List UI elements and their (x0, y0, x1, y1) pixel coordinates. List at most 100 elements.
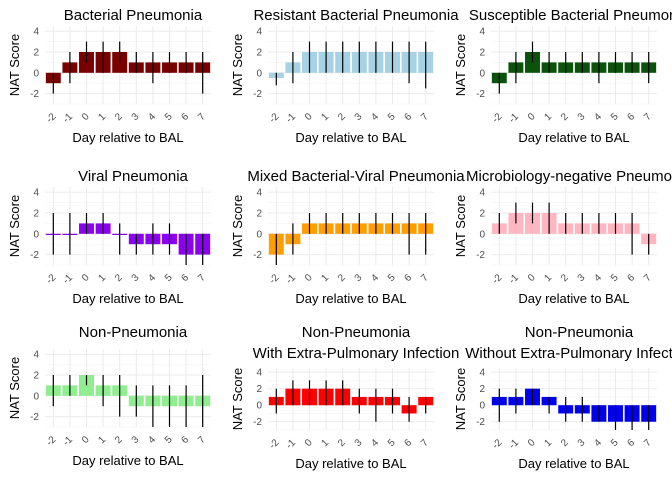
x-tick-label: -2 (490, 111, 504, 125)
x-tick-label: 4 (369, 272, 381, 284)
x-axis-title: Day relative to BAL (72, 130, 183, 145)
y-tick-label: 0 (256, 229, 262, 240)
x-tick-label: -2 (267, 437, 281, 451)
x-tick-label: 4 (592, 437, 604, 449)
x-tick-label: 4 (592, 111, 604, 123)
chart-title: Resistant Bacterial Pneumonia (253, 7, 459, 24)
y-tick-label: 4 (479, 27, 485, 38)
x-tick-label: 5 (609, 272, 621, 284)
chart-title: Non-Pneumonia (525, 324, 634, 341)
x-axis-title: Day relative to BAL (295, 456, 406, 471)
x-tick-label: 7 (419, 437, 431, 449)
x-tick-label: -1 (284, 272, 298, 286)
x-axis-title: Day relative to BAL (518, 456, 629, 471)
x-tick-label: 1 (543, 272, 555, 284)
x-tick-label: -1 (507, 111, 521, 125)
x-tick-label: 2 (113, 272, 125, 284)
y-tick-label: 2 (33, 371, 39, 382)
x-tick-label: 3 (353, 111, 365, 123)
chart-title: With Extra-Pulmonary Infection (253, 345, 460, 362)
y-tick-label: -2 (253, 89, 262, 100)
y-axis-title: NAT Score (453, 195, 468, 257)
y-axis-title: NAT Score (230, 195, 245, 257)
x-tick-label: -1 (61, 111, 75, 125)
x-tick-label: 1 (97, 434, 109, 446)
y-axis-title: NAT Score (7, 195, 22, 257)
x-tick-label: 3 (353, 437, 365, 449)
x-tick-label: 0 (80, 272, 92, 284)
y-tick-label: -2 (253, 250, 262, 261)
y-tick-label: 2 (33, 209, 39, 220)
y-axis-title: NAT Score (7, 34, 22, 96)
chart-title: Viral Pneumonia (78, 168, 188, 185)
x-tick-label: -2 (44, 434, 58, 448)
x-tick-label: 7 (196, 434, 208, 446)
x-tick-label: 7 (642, 272, 654, 284)
x-tick-label: 4 (369, 437, 381, 449)
y-tick-label: -2 (476, 250, 485, 261)
y-tick-label: -2 (476, 89, 485, 100)
x-tick-label: 5 (163, 434, 175, 446)
x-tick-label: 3 (576, 272, 588, 284)
x-tick-label: 5 (609, 437, 621, 449)
x-tick-label: 3 (130, 111, 142, 123)
x-tick-label: 2 (113, 434, 125, 446)
y-tick-label: 0 (256, 401, 262, 412)
y-tick-label: -2 (30, 412, 39, 423)
x-tick-label: -1 (284, 111, 298, 125)
x-tick-label: 0 (80, 434, 92, 446)
y-tick-label: 2 (256, 48, 262, 59)
x-tick-label: 4 (146, 272, 158, 284)
x-axis-title: Day relative to BAL (518, 291, 629, 306)
x-tick-label: 7 (196, 272, 208, 284)
y-tick-label: 2 (256, 209, 262, 220)
y-axis-title: NAT Score (7, 357, 22, 419)
x-tick-label: 3 (130, 434, 142, 446)
y-tick-label: 0 (33, 68, 39, 79)
x-tick-label: 6 (180, 434, 192, 446)
x-tick-label: 5 (163, 111, 175, 123)
x-tick-label: 6 (180, 111, 192, 123)
x-tick-label: 1 (97, 272, 109, 284)
chart-title: Non-Pneumonia (302, 324, 411, 341)
x-tick-label: 2 (559, 111, 571, 123)
x-tick-label: 6 (403, 437, 415, 449)
chart-title: Microbiology-negative Pneumonia (466, 168, 672, 185)
y-tick-label: 0 (33, 391, 39, 402)
x-tick-label: -2 (490, 437, 504, 451)
y-tick-label: 4 (256, 188, 262, 199)
x-tick-label: 1 (320, 111, 332, 123)
x-tick-label: 7 (642, 437, 654, 449)
chart-title: Non-Pneumonia (79, 324, 188, 341)
chart-title: Without Extra-Pulmonary Infection (465, 345, 672, 362)
x-tick-label: 0 (80, 111, 92, 123)
x-tick-label: -2 (267, 111, 281, 125)
y-tick-label: 0 (479, 401, 485, 412)
x-tick-label: 5 (386, 111, 398, 123)
x-tick-label: -2 (490, 272, 504, 286)
x-tick-label: 3 (576, 437, 588, 449)
x-tick-label: -2 (44, 111, 58, 125)
x-tick-label: -1 (507, 272, 521, 286)
y-axis-title: NAT Score (230, 368, 245, 430)
x-tick-label: 6 (626, 111, 638, 123)
x-tick-label: 0 (526, 437, 538, 449)
x-tick-label: 0 (303, 111, 315, 123)
x-tick-label: 2 (336, 111, 348, 123)
x-tick-label: 4 (146, 434, 158, 446)
x-tick-label: 7 (642, 111, 654, 123)
x-tick-label: 2 (113, 111, 125, 123)
x-tick-label: -2 (44, 272, 58, 286)
x-tick-label: 7 (419, 111, 431, 123)
chart-title: Susceptible Bacterial Pneumonia (469, 7, 672, 24)
y-tick-label: 2 (256, 384, 262, 395)
y-axis-title: NAT Score (230, 34, 245, 96)
x-tick-label: 0 (303, 272, 315, 284)
